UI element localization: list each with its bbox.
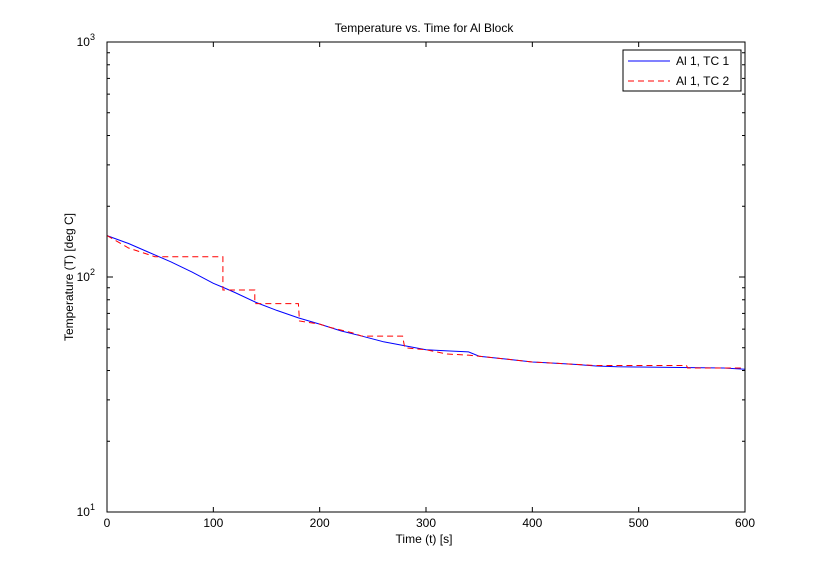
series-line-2 <box>106 235 745 369</box>
ticks-layer: 0 100 200 300 400 500 600 101 102 103 <box>77 32 756 530</box>
y-tick-label: 103 <box>77 32 95 49</box>
lines-layer <box>106 235 746 370</box>
x-tick-label: 200 <box>310 516 330 530</box>
x-tick-label: 300 <box>416 516 436 530</box>
x-tick-label: 100 <box>203 516 223 530</box>
plot-area <box>107 42 745 512</box>
y-tick-label: 102 <box>77 267 95 284</box>
legend-label-tc1: Al 1, TC 1 <box>676 54 729 68</box>
x-tick-label: 600 <box>735 516 755 530</box>
y-axis-label: Temperature (T) [deg C] <box>62 213 76 341</box>
series-line-1 <box>106 235 746 370</box>
axes-box <box>106 41 746 513</box>
legend-label-tc2: Al 1, TC 2 <box>676 74 729 88</box>
legend: Al 1, TC 1 Al 1, TC 2 <box>622 49 742 92</box>
x-tick-label: 0 <box>104 516 111 530</box>
x-axis-label: Time (t) [s] <box>396 532 453 546</box>
x-tick-label: 400 <box>522 516 542 530</box>
legend-box <box>622 49 742 92</box>
x-tick-label: 500 <box>629 516 649 530</box>
chart-title: Temperature vs. Time for Al Block <box>335 21 515 35</box>
y-tick-label: 101 <box>77 502 95 519</box>
